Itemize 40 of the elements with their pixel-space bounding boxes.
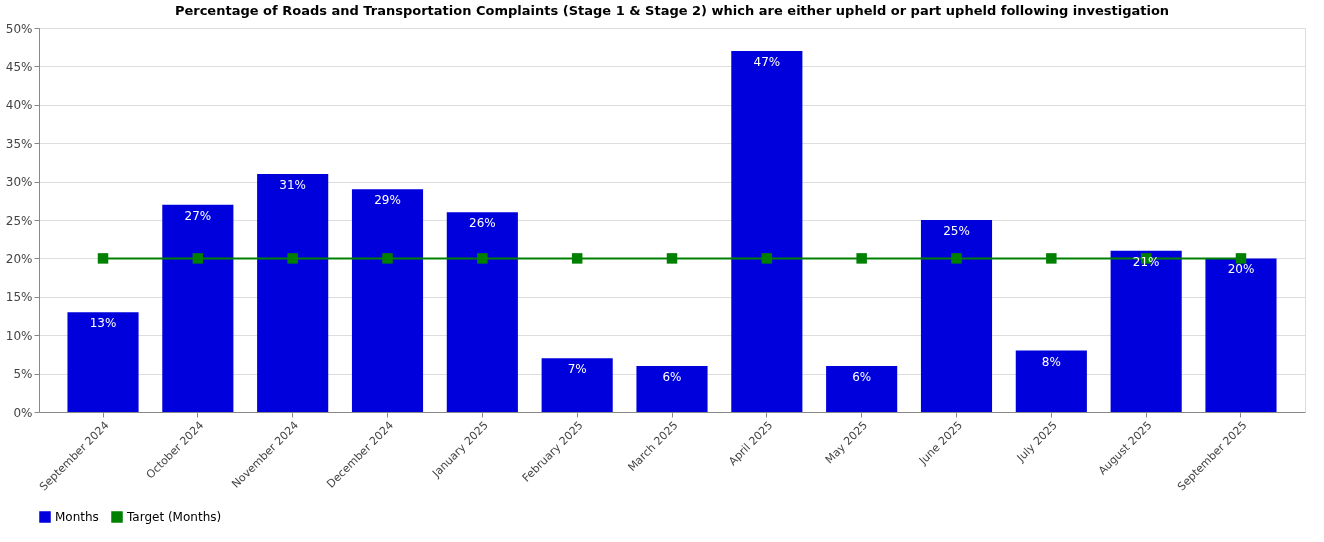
y-tick-label: 40% <box>5 98 33 113</box>
bar <box>257 173 329 412</box>
data-label: 25% <box>943 224 970 238</box>
bar <box>446 212 518 412</box>
bar <box>1015 350 1087 412</box>
bar <box>731 51 803 412</box>
legend-label: Months <box>55 510 99 524</box>
bar <box>67 312 139 412</box>
chart-title: Percentage of Roads and Transportation Complaints (Stage 1 & Stage 2) which are either upheld or part upheld following investigation <box>174 3 1170 18</box>
bar <box>1110 250 1182 412</box>
y-tick-label: 35% <box>5 136 33 151</box>
data-label: 26% <box>469 216 496 231</box>
data-label: 47% <box>753 55 781 70</box>
y-tick-label: 20% <box>5 251 33 266</box>
y-tick-label: 30% <box>5 175 33 190</box>
y-tick-label: 25% <box>5 213 33 228</box>
data-label: 27% <box>184 208 212 223</box>
data-label: 29% <box>374 193 401 208</box>
y-tick-label: 5% <box>13 367 33 382</box>
bar <box>636 365 708 412</box>
bar <box>826 365 898 412</box>
bar <box>920 220 993 412</box>
data-label: 31% <box>279 177 307 192</box>
data-label: 8% <box>1041 354 1061 369</box>
bar <box>541 358 613 412</box>
data-label: 6% <box>852 369 872 384</box>
y-tick-label: 50% <box>5 21 33 36</box>
data-label: 21% <box>1132 254 1160 269</box>
bar <box>351 189 424 412</box>
y-tick-label: 15% <box>5 290 33 305</box>
data-label: 20% <box>1227 262 1255 277</box>
y-tick-label: 10% <box>5 328 33 343</box>
y-tick-label: 0% <box>13 405 33 420</box>
legend-label: Target (Months) <box>126 510 222 524</box>
bar <box>162 204 234 412</box>
y-tick-label: 45% <box>5 59 33 74</box>
data-label: 6% <box>662 369 682 384</box>
bar <box>1205 258 1277 412</box>
data-label: 7% <box>567 362 587 377</box>
data-label: 13% <box>89 316 117 331</box>
